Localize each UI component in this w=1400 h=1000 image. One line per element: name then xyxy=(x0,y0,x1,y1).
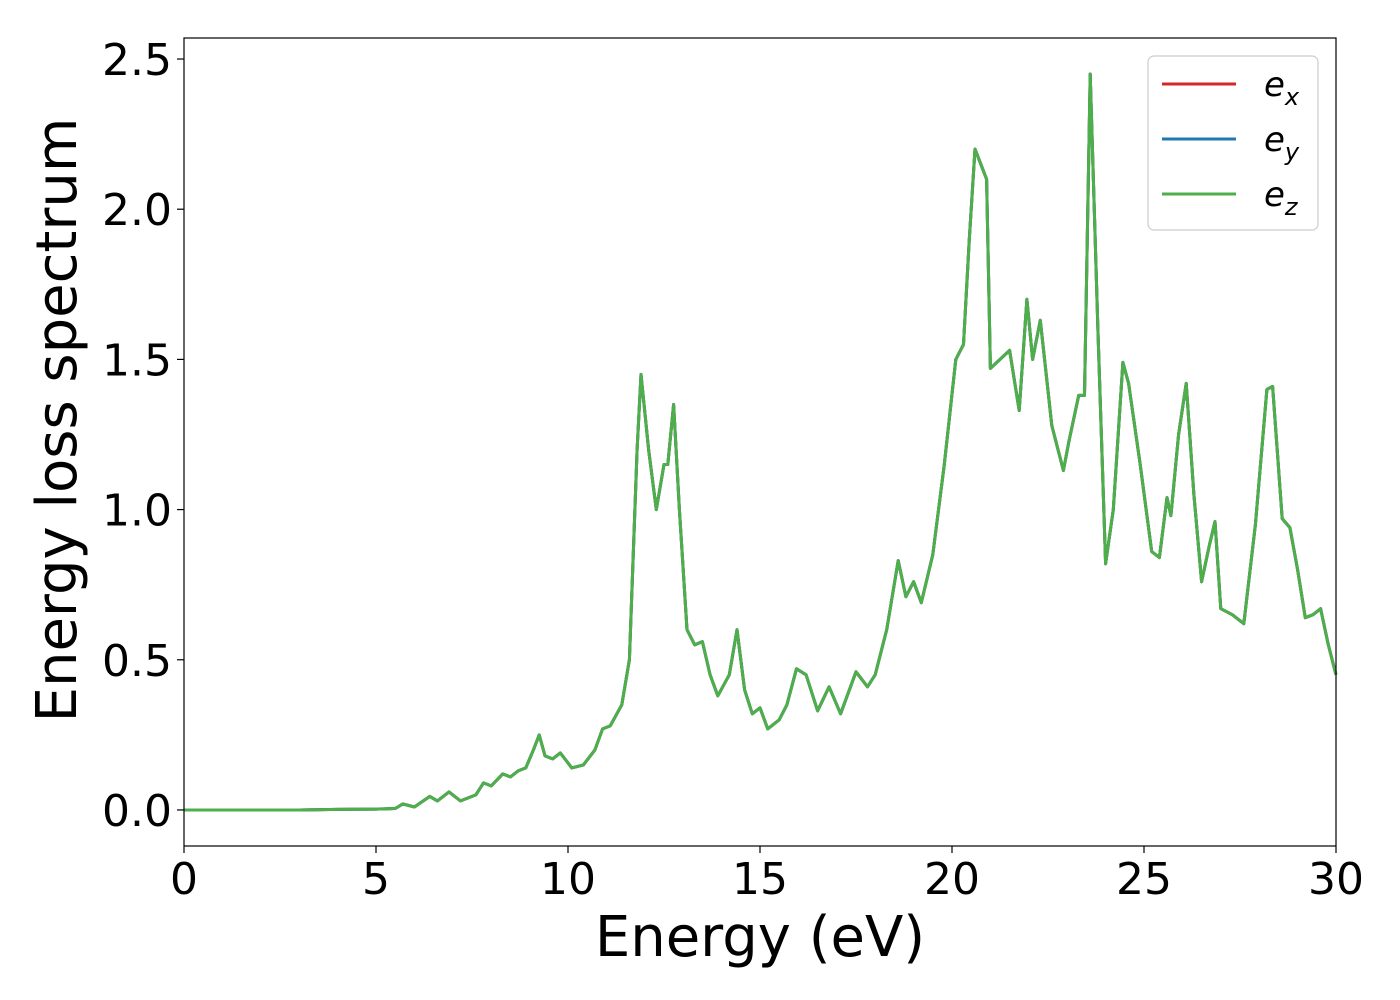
x-axis-title: Energy (eV) xyxy=(595,905,925,970)
x-tick-label: 15 xyxy=(732,854,788,905)
y-tick-label: 0.5 xyxy=(102,636,172,687)
y-tick-label: 1.0 xyxy=(102,486,172,537)
legend-label: ex xyxy=(1264,65,1300,111)
series-line-e_z xyxy=(184,72,1338,812)
x-axis-ticks: 0 5 10 15 20 25 30 xyxy=(170,846,1364,905)
legend-label: ey xyxy=(1264,120,1300,166)
x-tick-label: 30 xyxy=(1308,854,1364,905)
y-tick-label: 2.0 xyxy=(102,185,172,236)
y-tick-label: 0.0 xyxy=(102,786,172,837)
legend-label: ez xyxy=(1264,175,1299,221)
y-tick-label: 1.5 xyxy=(102,335,172,386)
y-tick-label: 2.5 xyxy=(102,35,172,86)
x-tick-label: 5 xyxy=(362,854,390,905)
legend-box xyxy=(1147,55,1319,231)
x-tick-label: 25 xyxy=(1116,854,1172,905)
plot-lines xyxy=(184,72,1338,812)
y-axis-title: Energy loss spectrum xyxy=(25,118,90,723)
x-tick-label: 10 xyxy=(540,854,596,905)
x-tick-label: 20 xyxy=(924,854,980,905)
x-tick-label: 0 xyxy=(170,854,198,905)
legend: ex ey ez xyxy=(1147,55,1319,231)
y-axis-ticks: 0.0 0.5 1.0 1.5 2.0 2.5 xyxy=(102,35,184,837)
